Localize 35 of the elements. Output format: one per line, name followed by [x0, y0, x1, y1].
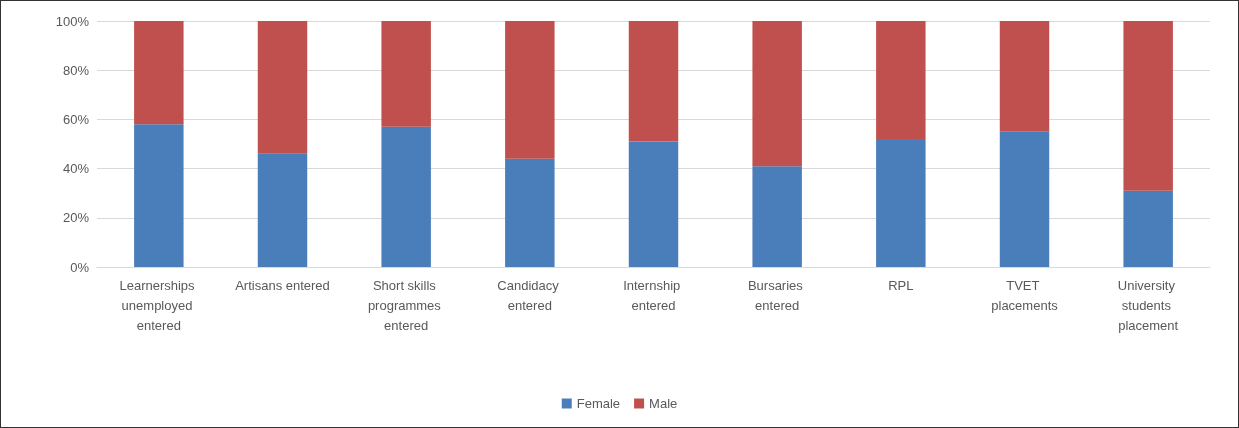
x-tick-label: TVET placements — [991, 277, 1059, 313]
x-tick-label: Learnerships unemployed entered — [119, 277, 199, 333]
bar — [257, 153, 308, 267]
bar — [876, 139, 926, 267]
x-tick-label: Candidacy entered — [497, 277, 563, 313]
y-tick-label: 80% — [62, 62, 90, 78]
y-tick-label: 100% — [55, 13, 90, 29]
bar — [134, 124, 184, 267]
bar — [1123, 190, 1173, 267]
bar — [505, 21, 555, 159]
bar — [505, 158, 555, 267]
bar — [752, 21, 802, 167]
y-tick-label: 60% — [62, 111, 90, 127]
y-tick-label: 20% — [62, 210, 90, 226]
bar — [628, 21, 679, 142]
x-tick-label: Artisans entered — [235, 277, 330, 293]
y-tick-label: 40% — [62, 161, 90, 177]
legend-label: Male — [649, 396, 678, 411]
x-tick-label: RPL — [888, 277, 914, 293]
x-tick-label: Short skills programmes entered — [367, 277, 445, 333]
x-tick-label: Bursaries entered — [747, 277, 807, 313]
x-tick-label: University students placement — [1117, 277, 1179, 333]
bar — [134, 21, 184, 125]
bar — [381, 21, 431, 127]
bar — [257, 21, 308, 154]
bar — [628, 141, 679, 267]
bar — [752, 166, 802, 267]
legend-label: Female — [576, 396, 621, 411]
bar — [999, 131, 1050, 267]
bar — [999, 21, 1050, 132]
x-tick-label: Internship entered — [623, 277, 684, 313]
bar — [876, 21, 926, 140]
bar — [1123, 21, 1173, 191]
bar — [381, 126, 431, 267]
y-tick-label: 0% — [70, 259, 90, 275]
